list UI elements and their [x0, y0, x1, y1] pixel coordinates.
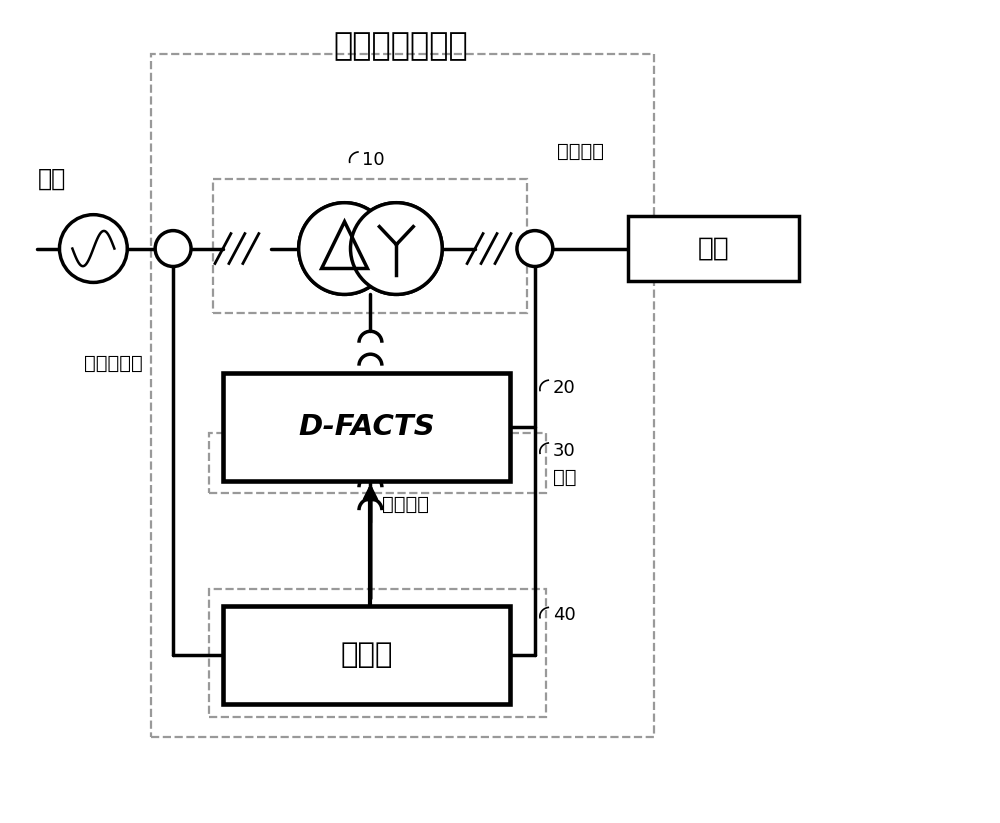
Circle shape [299, 202, 390, 295]
Text: 采样: 采样 [553, 468, 576, 487]
Bar [151, 54, 654, 737]
Text: 20: 20 [553, 379, 576, 397]
Bar [213, 179, 527, 314]
Circle shape [351, 202, 442, 295]
Text: 负载: 负载 [697, 235, 729, 262]
Bar [223, 373, 510, 481]
Bar [209, 433, 546, 493]
Text: 40: 40 [553, 607, 576, 625]
Bar [209, 589, 546, 717]
Bar [628, 216, 799, 281]
Circle shape [351, 202, 442, 295]
Text: 调压变压器: 调压变压器 [84, 354, 143, 373]
Text: D-FACTS: D-FACTS [298, 413, 435, 441]
Circle shape [59, 215, 127, 282]
Text: 30: 30 [553, 442, 576, 460]
Text: 驱动脉冲: 驱动脉冲 [382, 495, 429, 514]
Circle shape [155, 230, 191, 267]
Text: 控制器: 控制器 [340, 641, 393, 669]
Text: 柔性有载调压器: 柔性有载调压器 [333, 30, 468, 62]
Circle shape [299, 202, 390, 295]
Text: 主变压器: 主变压器 [557, 142, 604, 161]
Circle shape [517, 230, 553, 267]
Text: 10: 10 [362, 151, 385, 169]
Text: 电网: 电网 [37, 167, 66, 191]
Bar [223, 607, 510, 704]
